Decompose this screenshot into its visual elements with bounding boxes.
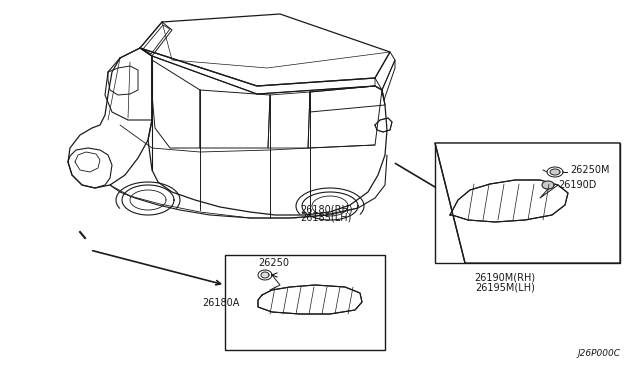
Polygon shape <box>261 272 269 278</box>
Polygon shape <box>550 169 560 175</box>
Text: 26185(LH): 26185(LH) <box>300 212 351 222</box>
Text: 26180(RH): 26180(RH) <box>300 204 353 214</box>
Text: 26250: 26250 <box>258 258 289 268</box>
Text: 26250M: 26250M <box>570 165 609 175</box>
Text: J26P000C: J26P000C <box>577 349 620 358</box>
Text: 26180A: 26180A <box>203 298 240 308</box>
Polygon shape <box>375 118 392 132</box>
Bar <box>435 143 620 263</box>
Polygon shape <box>450 180 568 222</box>
Bar <box>225 255 385 350</box>
Text: 26190D: 26190D <box>558 180 596 190</box>
Text: 26195M(LH): 26195M(LH) <box>475 282 535 292</box>
Text: 26190M(RH): 26190M(RH) <box>474 272 536 282</box>
Polygon shape <box>258 285 362 314</box>
Polygon shape <box>435 143 620 263</box>
Polygon shape <box>542 181 554 189</box>
